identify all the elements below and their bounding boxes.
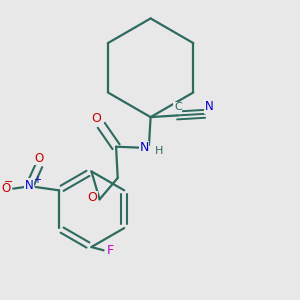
Text: N: N — [25, 179, 33, 192]
Text: +: + — [33, 175, 41, 185]
Text: H: H — [155, 146, 164, 156]
Text: −: − — [4, 177, 13, 187]
Text: O: O — [34, 152, 44, 165]
Text: N: N — [204, 100, 213, 113]
Text: O: O — [91, 112, 101, 125]
Text: C: C — [174, 102, 182, 112]
Text: F: F — [106, 244, 114, 257]
Text: N: N — [139, 141, 149, 154]
Text: O: O — [87, 191, 97, 204]
Text: O: O — [2, 182, 10, 195]
